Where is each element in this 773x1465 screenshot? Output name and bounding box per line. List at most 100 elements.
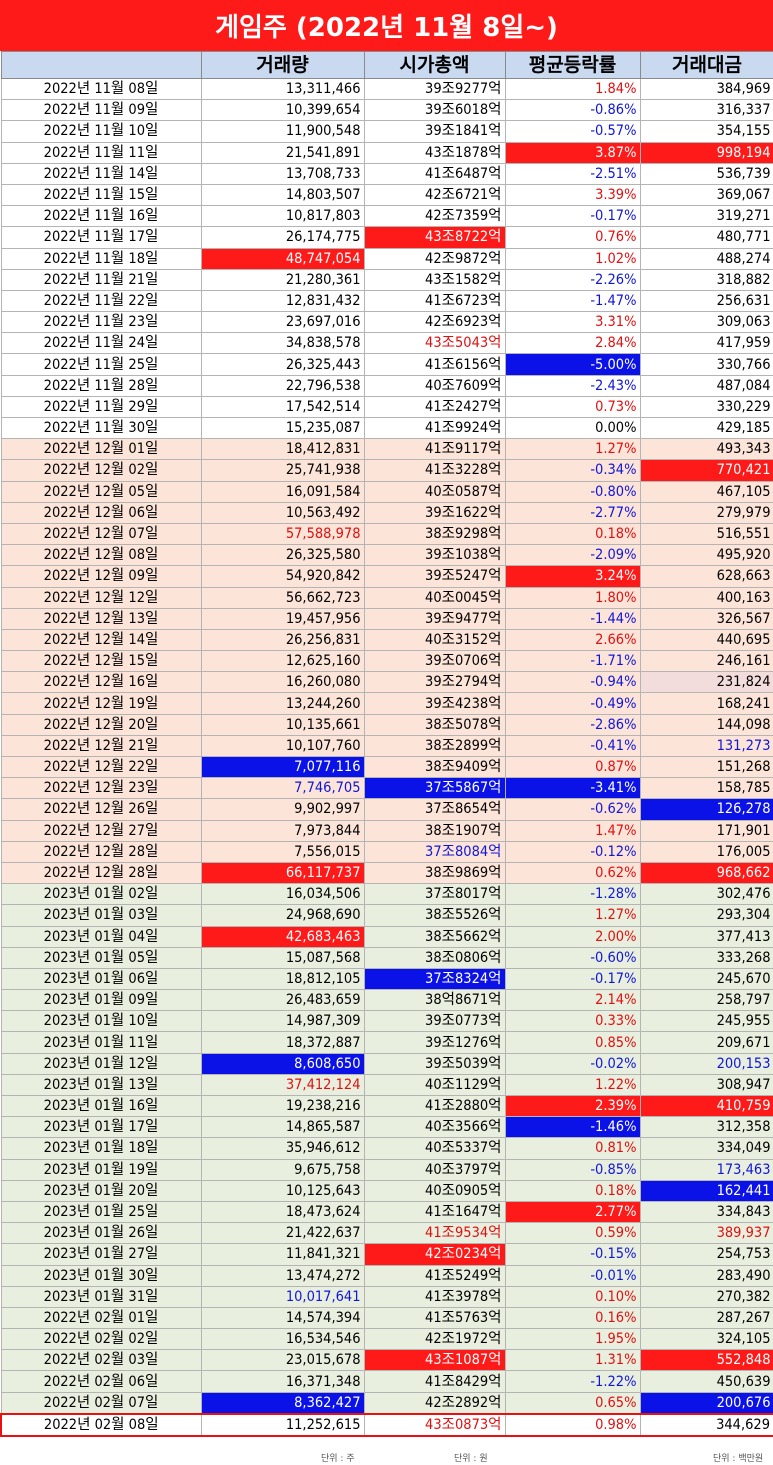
table-row: 2022년 12월 28일 66,117,737 38조9869억 0.62% 968,… xyxy=(0,861,773,885)
volume-cell: 26,325,443 xyxy=(200,353,365,376)
change-rate-cell: -1.22% xyxy=(504,1370,641,1393)
change-rate-cell: 0.62% xyxy=(504,861,641,885)
trade-amount-cell: 131,273 xyxy=(639,734,773,758)
volume-cell: 15,235,087 xyxy=(200,416,365,440)
change-rate-cell: 0.73% xyxy=(504,395,641,419)
trade-amount-cell: 245,670 xyxy=(639,967,773,991)
change-rate-cell: 0.59% xyxy=(504,1222,641,1245)
trade-amount-cell: 324,105 xyxy=(639,1328,773,1351)
table-row: 2022년 12월 08일 26,325,580 39조1038억 -2.09% 495… xyxy=(0,544,773,567)
date-cell: 2022년 11월 09일 xyxy=(0,99,202,122)
volume-cell: 25,741,938 xyxy=(200,459,365,482)
market-cap-cell: 40조3152억 xyxy=(363,628,506,652)
table-row: 2022년 02월 08일 11,252,615 43조0873억 0.98% 344,… xyxy=(0,1412,773,1437)
market-cap-cell: 37조8324억 xyxy=(363,967,506,991)
trade-amount-cell: 480,771 xyxy=(639,226,773,249)
market-cap-cell: 39조1841억 xyxy=(363,120,506,143)
table-row: 2022년 11월 30일 15,235,087 41조9924억 0.00% 429,… xyxy=(0,416,773,440)
market-cap-cell: 42조9872억 xyxy=(363,247,506,270)
date-cell: 2023년 01월 20일 xyxy=(0,1179,202,1202)
volume-cell: 35,946,612 xyxy=(200,1137,365,1160)
market-cap-cell: 41조2427억 xyxy=(363,395,506,419)
table-row: 2022년 11월 18일 48,747,054 42조9872억 1.02% 488,… xyxy=(0,247,773,270)
date-cell: 2022년 02월 08일 xyxy=(0,1412,202,1437)
market-cap-cell: 42조0234억 xyxy=(363,1243,506,1266)
change-rate-cell: 1.95% xyxy=(504,1328,641,1351)
trade-amount-cell: 377,413 xyxy=(639,925,773,948)
trade-amount-cell: 488,274 xyxy=(639,247,773,270)
date-cell: 2023년 01월 11일 xyxy=(0,1031,202,1054)
trade-amount-cell: 270,382 xyxy=(639,1285,773,1308)
change-rate-cell: -5.00% xyxy=(504,353,641,376)
market-cap-cell: 38조9409억 xyxy=(363,755,506,779)
volume-cell: 10,135,661 xyxy=(200,713,365,736)
table-row: 2022년 12월 12일 56,662,723 40조0045억 1.80% 400,… xyxy=(0,586,773,609)
volume-cell: 18,473,624 xyxy=(200,1200,365,1224)
trade-amount-cell: 516,551 xyxy=(639,522,773,546)
date-cell: 2023년 01월 26일 xyxy=(0,1222,202,1245)
trade-amount-cell: 968,662 xyxy=(639,861,773,885)
table-row: 2022년 11월 10일 11,900,548 39조1841억 -0.57% 354… xyxy=(0,120,773,143)
market-cap-cell: 38조2899억 xyxy=(363,734,506,758)
date-cell: 2023년 01월 13일 xyxy=(0,1073,202,1097)
date-cell: 2022년 12월 26일 xyxy=(0,798,202,821)
change-rate-cell: 1.02% xyxy=(504,247,641,270)
volume-cell: 21,541,891 xyxy=(200,141,365,164)
change-rate-cell: 3.39% xyxy=(504,183,641,207)
change-rate-cell: -2.51% xyxy=(504,162,641,185)
header-trade-amount: 거래대금 xyxy=(639,51,773,79)
table-row: 2022년 12월 13일 19,457,956 39조9477억 -1.44% 326… xyxy=(0,607,773,630)
date-cell: 2022년 11월 18일 xyxy=(0,247,202,270)
trade-amount-cell: 410,759 xyxy=(639,1094,773,1118)
table-row: 2023년 01월 30일 13,474,272 41조5249억 -0.01% 283… xyxy=(0,1264,773,1287)
header-avg-change-rate: 평균등락률 xyxy=(504,51,641,79)
market-cap-cell: 38조5526억 xyxy=(363,904,506,927)
table-row: 2022년 12월 28일 7,556,015 37조8084억 -0.12% 176,… xyxy=(0,840,773,863)
market-cap-cell: 42조6923억 xyxy=(363,311,506,334)
market-cap-cell: 37조8017억 xyxy=(363,883,506,906)
volume-cell: 24,968,690 xyxy=(200,904,365,927)
volume-cell: 8,362,427 xyxy=(200,1391,365,1415)
trade-amount-cell: 536,739 xyxy=(639,162,773,185)
volume-cell: 26,483,659 xyxy=(200,989,365,1012)
change-rate-cell: -1.46% xyxy=(504,1116,641,1139)
trade-amount-cell: 158,785 xyxy=(639,777,773,800)
market-cap-cell: 41조5763억 xyxy=(363,1306,506,1330)
date-cell: 2022년 12월 23일 xyxy=(0,777,202,800)
volume-cell: 14,803,507 xyxy=(200,183,365,207)
trade-amount-cell: 319,271 xyxy=(639,205,773,228)
table-row: 2022년 12월 26일 9,902,997 37조8654억 -0.62% 126,… xyxy=(0,798,773,821)
trade-amount-cell: 176,005 xyxy=(639,840,773,863)
market-cap-cell: 42조6721억 xyxy=(363,183,506,207)
trade-amount-cell: 369,067 xyxy=(639,183,773,207)
table-row: 2023년 01월 18일 35,946,612 40조5337억 0.81% 334,… xyxy=(0,1137,773,1160)
market-cap-cell: 42조2892억 xyxy=(363,1391,506,1415)
volume-cell: 8,608,650 xyxy=(200,1052,365,1075)
stock-table: 거래량 시가총액 평균등락률 거래대금 2022년 11월 08일 13,311,… xyxy=(0,51,773,1437)
table-row: 2022년 11월 23일 23,697,016 42조6923억 3.31% 309,… xyxy=(0,311,773,334)
market-cap-cell: 40조3797억 xyxy=(363,1158,506,1181)
date-cell: 2023년 01월 05일 xyxy=(0,946,202,969)
date-cell: 2022년 11월 10일 xyxy=(0,120,202,143)
trade-amount-cell: 245,955 xyxy=(639,1010,773,1033)
volume-cell: 15,087,568 xyxy=(200,946,365,969)
change-rate-cell: 0.87% xyxy=(504,755,641,779)
date-cell: 2022년 12월 06일 xyxy=(0,501,202,524)
change-rate-cell: -2.86% xyxy=(504,713,641,736)
header-market-cap: 시가총액 xyxy=(363,51,506,79)
header-volume: 거래량 xyxy=(200,51,365,79)
market-cap-cell: 39조0773억 xyxy=(363,1010,506,1033)
volume-cell: 23,697,016 xyxy=(200,311,365,334)
change-rate-cell: -0.41% xyxy=(504,734,641,758)
volume-cell: 10,399,654 xyxy=(200,99,365,122)
trade-amount-cell: 334,843 xyxy=(639,1200,773,1224)
change-rate-cell: -2.77% xyxy=(504,501,641,524)
table-row: 2023년 01월 11일 18,372,887 39조1276억 0.85% 209,… xyxy=(0,1031,773,1054)
volume-cell: 66,117,737 xyxy=(200,861,365,885)
volume-cell: 13,311,466 xyxy=(200,77,365,101)
date-cell: 2022년 11월 30일 xyxy=(0,416,202,440)
market-cap-cell: 41조9117억 xyxy=(363,438,506,461)
table-row: 2022년 02월 03일 23,015,678 43조1087억 1.31% 552,… xyxy=(0,1349,773,1372)
market-cap-cell: 39조5039억 xyxy=(363,1052,506,1075)
